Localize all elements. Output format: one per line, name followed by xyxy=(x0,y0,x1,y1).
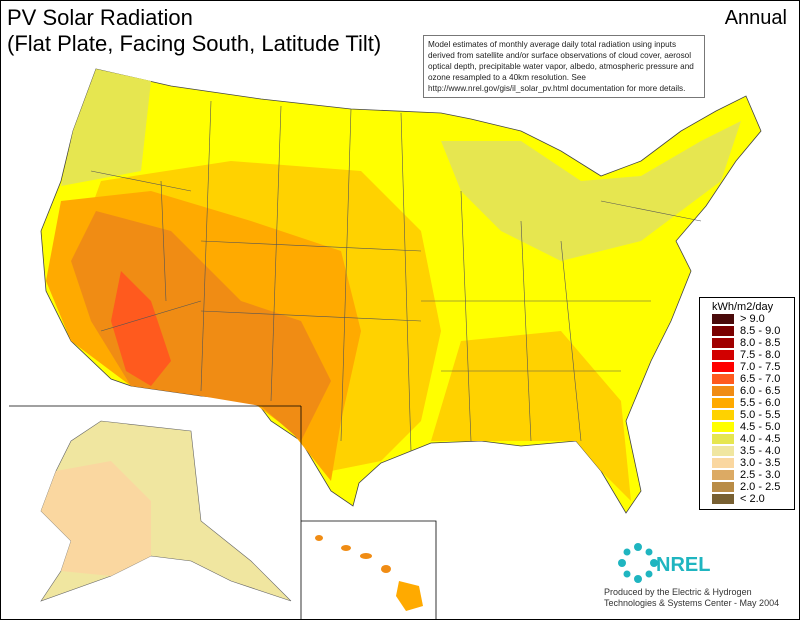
legend-label: 8.0 - 8.5 xyxy=(740,337,781,349)
legend-label: 2.0 - 2.5 xyxy=(740,481,781,493)
legend-label: 8.5 - 9.0 xyxy=(740,325,781,337)
legend-label: 4.5 - 5.0 xyxy=(740,421,781,433)
legend-item: 5.0 - 5.5 xyxy=(712,409,794,421)
legend-swatch xyxy=(712,494,734,504)
state-borders xyxy=(90,100,702,452)
legend-swatch xyxy=(712,482,734,492)
legend-item: 3.0 - 3.5 xyxy=(712,457,794,469)
legend-label: 6.0 - 6.5 xyxy=(740,385,781,397)
hawaii-islands xyxy=(315,535,423,611)
legend-swatch xyxy=(712,470,734,480)
legend-item: 7.0 - 7.5 xyxy=(712,361,794,373)
legend-swatch xyxy=(712,446,734,456)
legend-item: 7.5 - 8.0 xyxy=(712,349,794,361)
svg-text:NREL: NREL xyxy=(656,554,710,576)
legend-item: 4.0 - 4.5 xyxy=(712,433,794,445)
legend-label: 5.5 - 6.0 xyxy=(740,397,781,409)
period-label: Annual xyxy=(724,7,787,29)
legend-item: 4.5 - 5.0 xyxy=(712,421,794,433)
legend-title: kWh/m2/day xyxy=(712,301,774,313)
credit: Produced by the Electric & Hydrogen Tech… xyxy=(604,587,779,609)
great-lakes-region xyxy=(441,121,741,261)
legend-label: 3.5 - 4.0 xyxy=(740,445,781,457)
legend-swatch xyxy=(712,362,734,372)
legend-swatch xyxy=(712,386,734,396)
legend-label: 6.5 - 7.0 xyxy=(740,373,781,385)
legend-swatch xyxy=(712,398,734,408)
legend-swatch xyxy=(712,350,734,360)
legend-item: > 9.0 xyxy=(712,313,794,325)
credit-line-1: Produced by the Electric & Hydrogen xyxy=(604,587,752,597)
desert-southwest-region xyxy=(71,211,331,441)
legend-item: 6.5 - 7.0 xyxy=(712,373,794,385)
hot-spot-region xyxy=(111,271,171,386)
legend-swatch xyxy=(712,326,734,336)
legend-label: 3.0 - 3.5 xyxy=(740,457,781,469)
legend-swatch xyxy=(712,422,734,432)
legend-label: 2.5 - 3.0 xyxy=(740,469,781,481)
legend-label: > 9.0 xyxy=(740,313,765,325)
legend-item: 5.5 - 6.0 xyxy=(712,397,794,409)
legend-label: < 2.0 xyxy=(740,493,765,505)
nrel-logo: NREL xyxy=(618,543,710,583)
legend-label: 7.5 - 8.0 xyxy=(740,349,781,361)
title-line-1: PV Solar Radiation xyxy=(7,5,193,30)
legend-item: 2.5 - 3.0 xyxy=(712,469,794,481)
legend-label: 4.0 - 4.5 xyxy=(740,433,781,445)
credit-line-2: Technologies & Systems Center - May 2004 xyxy=(604,598,780,608)
map-title: PV Solar Radiation (Flat Plate, Facing S… xyxy=(7,5,381,57)
alaska-south-region xyxy=(41,461,151,576)
legend-item: 8.0 - 8.5 xyxy=(712,337,794,349)
legend-item: 2.0 - 2.5 xyxy=(712,481,794,493)
legend-item: 3.5 - 4.0 xyxy=(712,445,794,457)
legend-swatch xyxy=(712,338,734,348)
southeast-region xyxy=(431,331,631,501)
legend-swatch xyxy=(712,374,734,384)
legend-swatch xyxy=(712,410,734,420)
legend-item: < 2.0 xyxy=(712,493,794,505)
methodology-note: Model estimates of monthly average daily… xyxy=(423,35,705,98)
legend-label: 5.0 - 5.5 xyxy=(740,409,781,421)
pacific-northwest-region xyxy=(61,69,151,186)
title-line-2: (Flat Plate, Facing South, Latitude Tilt… xyxy=(7,31,382,56)
legend-label: 7.0 - 7.5 xyxy=(740,361,781,373)
legend-swatch xyxy=(712,314,734,324)
legend-item: 6.0 - 6.5 xyxy=(712,385,794,397)
legend-swatch xyxy=(712,434,734,444)
legend: kWh/m2/day > 9.0 8.5 - 9.0 8.0 - 8.5 7.5 - … xyxy=(699,297,795,510)
legend-swatch xyxy=(712,458,734,468)
legend-item: 8.5 - 9.0 xyxy=(712,325,794,337)
